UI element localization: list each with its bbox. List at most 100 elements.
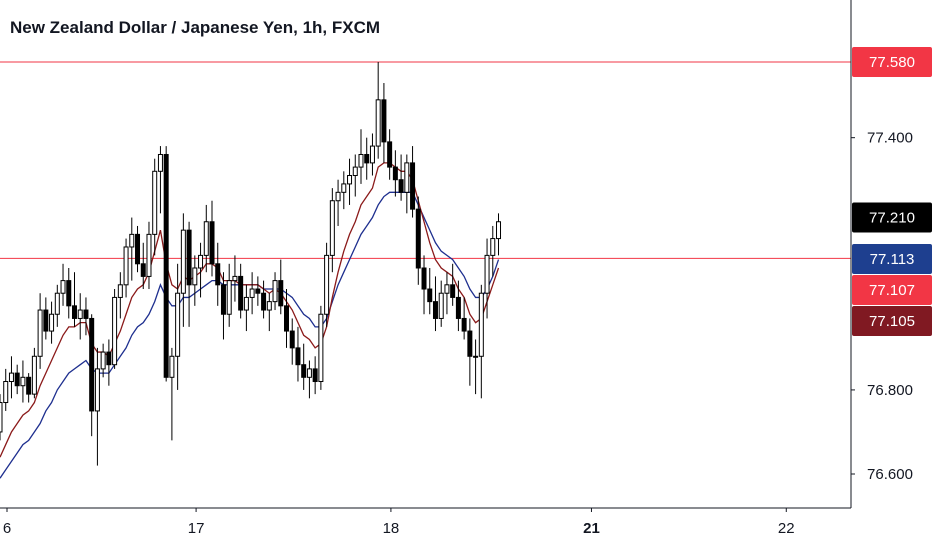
candle-body-up <box>180 229 186 294</box>
candle <box>152 158 158 256</box>
time-axis[interactable]: 6 17 18 21 22 <box>3 508 795 537</box>
candle-body-down <box>289 330 295 349</box>
candle <box>295 326 301 382</box>
moving-averages-layer <box>0 162 500 479</box>
candle <box>20 360 26 403</box>
candle <box>484 238 490 319</box>
candle <box>324 242 330 327</box>
price-badge[interactable]: 77.113 <box>852 244 932 274</box>
price-badges: 77.580 77.210 77.113 77.107 77.105 <box>852 47 932 336</box>
price-badge-background <box>852 202 932 233</box>
candle <box>387 129 393 180</box>
candle <box>8 356 14 399</box>
candle <box>100 343 106 378</box>
candle <box>284 289 289 348</box>
candle-body-down <box>89 317 95 412</box>
candle-body-up <box>249 288 255 298</box>
price-badge-background <box>852 306 932 336</box>
candle <box>318 305 324 390</box>
candle <box>232 255 238 302</box>
candle-body-up <box>324 254 330 315</box>
candle <box>215 242 221 306</box>
price-badge-label: 77.580 <box>869 54 915 71</box>
price-badge-background <box>852 47 932 77</box>
candle-body-up <box>369 145 375 164</box>
candle <box>358 129 364 184</box>
candle <box>192 255 198 306</box>
candle-body-down <box>415 208 421 269</box>
price-badge-background <box>852 275 932 305</box>
candle <box>289 318 295 365</box>
candle <box>432 276 438 332</box>
time-tick-label: 22 <box>778 520 795 537</box>
candle-body-down <box>421 267 427 290</box>
time-tick-label: 6 <box>3 520 11 537</box>
candle <box>364 137 370 180</box>
candle <box>404 154 410 214</box>
candle <box>220 272 226 340</box>
price-tick-label: 76.600 <box>867 466 913 483</box>
candle-body-up <box>100 351 106 370</box>
price-badge[interactable]: 77.105 <box>852 306 932 336</box>
candle-body-down <box>209 221 215 265</box>
candle <box>54 284 60 327</box>
candle <box>157 146 163 214</box>
candle-body-down <box>220 284 226 315</box>
candle-body-up <box>335 191 341 202</box>
candle <box>89 314 95 437</box>
candle <box>261 280 267 319</box>
candle-body-up <box>341 183 347 193</box>
candle-body-up <box>3 381 9 404</box>
candle-body-down <box>238 275 244 311</box>
chart-title: New Zealand Dollar / Japanese Yen, 1h, F… <box>10 18 381 37</box>
candle <box>381 83 387 163</box>
candle <box>180 213 186 327</box>
candle-body-down <box>261 292 267 311</box>
candle <box>169 347 175 441</box>
horizontal-lines-layer <box>0 61 851 259</box>
price-badge[interactable]: 77.210 <box>852 202 932 233</box>
candle-body-down <box>295 347 301 366</box>
candle <box>427 268 433 315</box>
candle-body-up <box>54 292 60 315</box>
candle-body-down <box>427 288 433 303</box>
candle <box>415 196 421 285</box>
candle <box>129 217 135 281</box>
candle-body-down <box>163 153 169 378</box>
candle-body-down <box>14 372 20 387</box>
candle <box>26 373 32 403</box>
candle <box>272 272 278 311</box>
candle-body-down <box>381 99 387 143</box>
price-axis[interactable]: 77.400 76.800 76.600 <box>851 130 913 483</box>
candle-body-up <box>192 267 198 286</box>
candle <box>450 263 456 306</box>
candle-body-up <box>226 280 232 315</box>
candle-body-up <box>169 355 175 378</box>
candle <box>341 171 347 210</box>
candle-body-up <box>203 221 209 256</box>
candle <box>347 158 353 205</box>
candle-body-down <box>301 364 307 378</box>
candle <box>146 221 152 290</box>
candle-body-up <box>473 355 479 358</box>
time-tick-label: 21 <box>583 520 600 537</box>
candle <box>335 179 341 226</box>
price-badge[interactable]: 77.107 <box>852 275 932 305</box>
candle <box>31 347 37 399</box>
candle-body-down <box>398 179 404 193</box>
candle <box>473 339 479 395</box>
candle <box>438 280 444 327</box>
candle <box>444 272 450 315</box>
candle-body-up <box>123 246 129 286</box>
candle <box>455 280 461 332</box>
candle-body-up <box>198 254 204 269</box>
candle <box>0 394 3 441</box>
candle <box>198 242 204 298</box>
candle <box>123 238 129 298</box>
candle-body-down <box>387 141 393 168</box>
candle-body-down <box>43 309 49 332</box>
candle-body-down <box>215 263 221 286</box>
price-badge[interactable]: 77.580 <box>852 47 932 77</box>
candle-body-down <box>255 288 261 294</box>
